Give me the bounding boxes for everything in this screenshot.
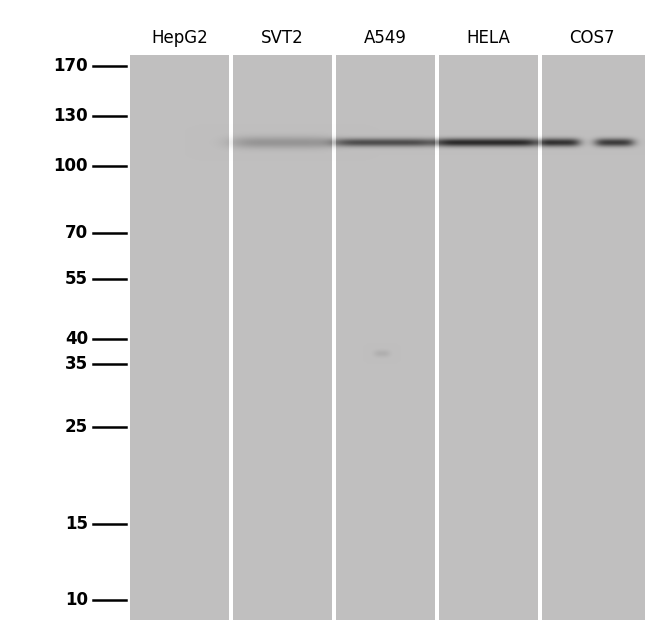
Bar [0, 620, 650, 632]
Text: 15: 15 [65, 514, 88, 533]
Text: 40: 40 [65, 330, 88, 348]
Bar [0, 0, 130, 632]
Text: 100: 100 [53, 157, 88, 175]
Text: A549: A549 [364, 29, 407, 47]
Text: 170: 170 [53, 57, 88, 75]
Text: 55: 55 [65, 270, 88, 288]
Text: 130: 130 [53, 107, 88, 125]
Bar [0, 0, 650, 55]
Text: 25: 25 [65, 418, 88, 436]
Text: 10: 10 [65, 591, 88, 609]
Text: 35: 35 [65, 355, 88, 373]
Text: HELA: HELA [467, 29, 510, 47]
Text: COS7: COS7 [569, 29, 614, 47]
Bar [645, 0, 650, 632]
Text: HepG2: HepG2 [151, 29, 208, 47]
Text: 70: 70 [65, 224, 88, 242]
Text: SVT2: SVT2 [261, 29, 304, 47]
